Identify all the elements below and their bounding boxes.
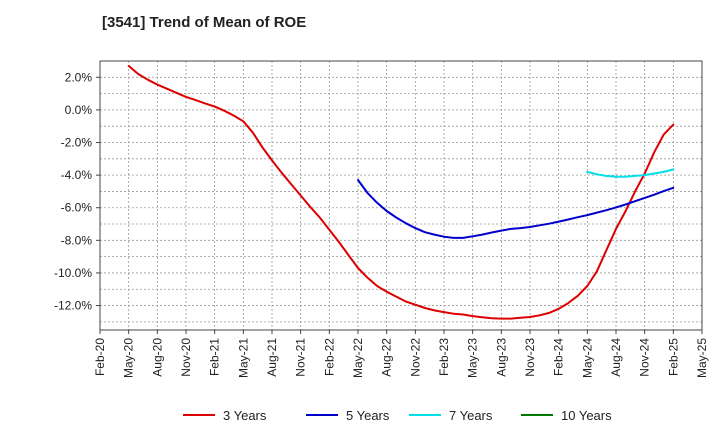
x-tick-label: May-21 <box>236 338 250 378</box>
gridlines <box>100 60 702 330</box>
series-line-7-years <box>586 168 675 178</box>
y-tick-label: -4.0% <box>61 168 93 182</box>
y-tick-label: -8.0% <box>61 233 93 247</box>
x-tick-label: Aug-21 <box>265 338 279 377</box>
x-tick-label: Aug-20 <box>150 338 164 377</box>
x-tick-label: Nov-23 <box>523 338 537 377</box>
x-tick-label: Nov-24 <box>638 338 652 377</box>
x-tick-label: Nov-21 <box>294 338 308 377</box>
x-tick-label: Feb-23 <box>437 338 451 376</box>
chart-title: [3541] Trend of Mean of ROE <box>102 14 307 31</box>
x-tick-label: May-22 <box>351 338 365 378</box>
axes: 2.0% 0.0% -2.0% -4.0% -6.0% -8.0% -10.0% -12.0%… <box>54 60 709 378</box>
y-tick-label: -2.0% <box>61 136 93 150</box>
x-tick-label: May-24 <box>580 338 594 378</box>
y-tick-label: -10.0% <box>54 266 92 280</box>
x-tick-label: Aug-23 <box>494 338 508 377</box>
x-tick-label: May-25 <box>695 338 709 378</box>
x-tick-label: May-23 <box>466 338 480 378</box>
y-tick-label: 2.0% <box>65 70 93 84</box>
plot-frame <box>99 60 703 331</box>
x-tick-label: Feb-21 <box>208 338 222 376</box>
x-tick-label: Aug-24 <box>609 338 623 377</box>
x-tick-label: Nov-20 <box>179 338 193 377</box>
legend-label: 3 Years <box>223 408 267 423</box>
legend: 3 Years 5 Years 7 Years 10 Years <box>183 408 612 423</box>
x-tick-label: Feb-20 <box>93 338 107 376</box>
y-tick-label: -12.0% <box>54 299 92 313</box>
y-tick-label: -6.0% <box>61 201 93 215</box>
x-tick-label: May-20 <box>122 338 136 378</box>
x-tick-label: Feb-24 <box>552 338 566 376</box>
legend-label: 7 Years <box>449 408 493 423</box>
x-tick-label: Feb-22 <box>322 338 336 376</box>
legend-label: 10 Years <box>561 408 612 423</box>
series-line-3-years <box>127 64 675 320</box>
series-lines <box>127 64 675 320</box>
x-tick-label: Feb-25 <box>666 338 680 376</box>
legend-label: 5 Years <box>346 408 390 423</box>
x-tick-label: Nov-22 <box>408 338 422 377</box>
y-tick-label: 0.0% <box>65 103 93 117</box>
x-tick-label: Aug-22 <box>380 338 394 377</box>
series-line-5-years <box>357 179 675 239</box>
